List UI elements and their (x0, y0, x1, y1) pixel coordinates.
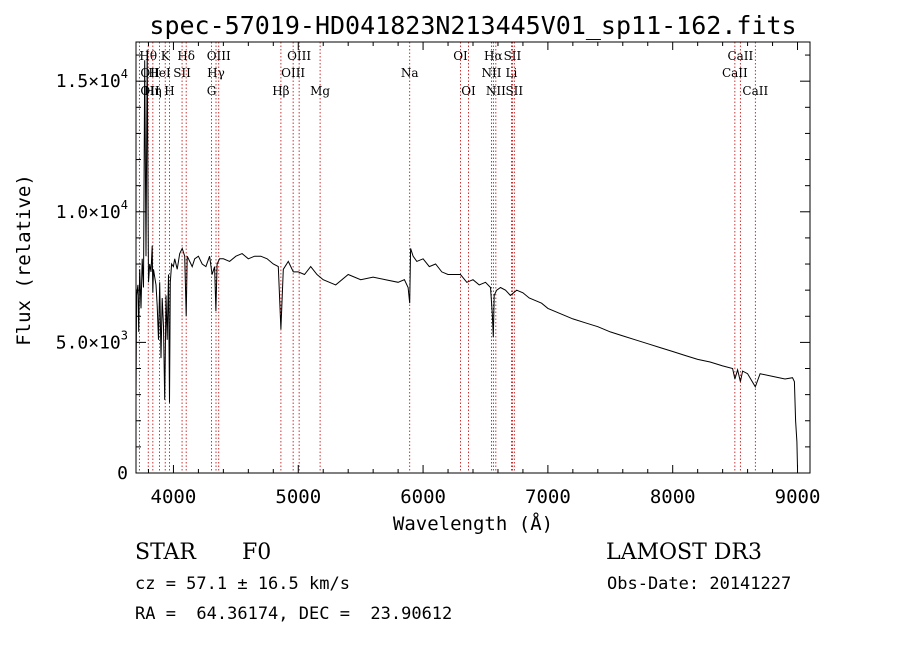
line-label: Hη (144, 84, 162, 98)
spectrum-series-line (135, 49, 798, 468)
line-label: SII (173, 66, 191, 80)
survey-name: LAMOST DR3 (606, 540, 762, 565)
line-label: OI (461, 84, 476, 98)
x-tick-label: 4000 (151, 486, 197, 508)
x-axis-label: Wavelength (Å) (393, 512, 553, 535)
y-tick-label: 5.0×103 (56, 328, 128, 353)
line-label: OIII (287, 49, 311, 63)
x-tick-label: 9000 (775, 486, 821, 508)
x-tick-label: 5000 (275, 486, 321, 508)
x-tick-label: 6000 (400, 486, 446, 508)
line-label: OI (453, 49, 468, 63)
line-label: CaII (722, 66, 748, 80)
obs-date-text: Obs-Date: 20141227 (607, 574, 792, 594)
line-label: Hβ (272, 84, 289, 98)
chart-title: spec-57019-HD041823N213445V01_sp11-162.f… (149, 11, 796, 40)
line-label: SII (505, 84, 523, 98)
y-tick-label: 1.5×104 (56, 67, 128, 92)
object-class: STAR (135, 540, 196, 565)
line-label: OIII (281, 66, 305, 80)
y-axis-ticks: 0 5.0×103 1.0×104 1.5×104 (56, 54, 810, 484)
object-subclass: F0 (242, 540, 272, 565)
line-label: Li (506, 66, 518, 80)
line-label: Hγ (207, 66, 225, 80)
line-label: Na (401, 66, 419, 80)
emission-line-labels: OIIOIIHθHηHeIKHSIIHδGHγOIIIHβOIIIOIIIMgN… (139, 49, 768, 98)
x-tick-label: 8000 (650, 486, 696, 508)
y-tick-label: 1.0×104 (56, 198, 128, 223)
line-label: Mg (310, 84, 330, 98)
line-label: K (161, 49, 171, 63)
y-tick-label: 0 (117, 463, 128, 484)
line-label: HeI (148, 66, 171, 80)
line-label: Hθ (139, 49, 157, 63)
line-label: SII (504, 49, 522, 63)
emission-line-markers (138, 42, 756, 473)
spectrum-chart: spec-57019-HD041823N213445V01_sp11-162.f… (13, 11, 821, 535)
line-label: CaII (727, 49, 753, 63)
plot-frame (135, 41, 811, 474)
y-axis-label: Flux (relative) (13, 174, 35, 346)
x-axis-ticks: 4000 5000 6000 7000 8000 9000 (147, 42, 821, 508)
coordinates-text: RA = 64.36174, DEC = 23.90612 (135, 604, 453, 624)
line-label: Hδ (177, 49, 195, 63)
velocity-text: cz = 57.1 ± 16.5 km/s (135, 574, 350, 594)
line-label: H (164, 84, 174, 98)
line-label: CaII (742, 84, 768, 98)
line-label: Hα (484, 49, 503, 63)
line-label: NII (486, 84, 506, 98)
line-label: G (207, 84, 217, 98)
line-label: OIII (207, 49, 231, 63)
line-label: NII (481, 66, 501, 80)
x-tick-label: 7000 (525, 486, 571, 508)
